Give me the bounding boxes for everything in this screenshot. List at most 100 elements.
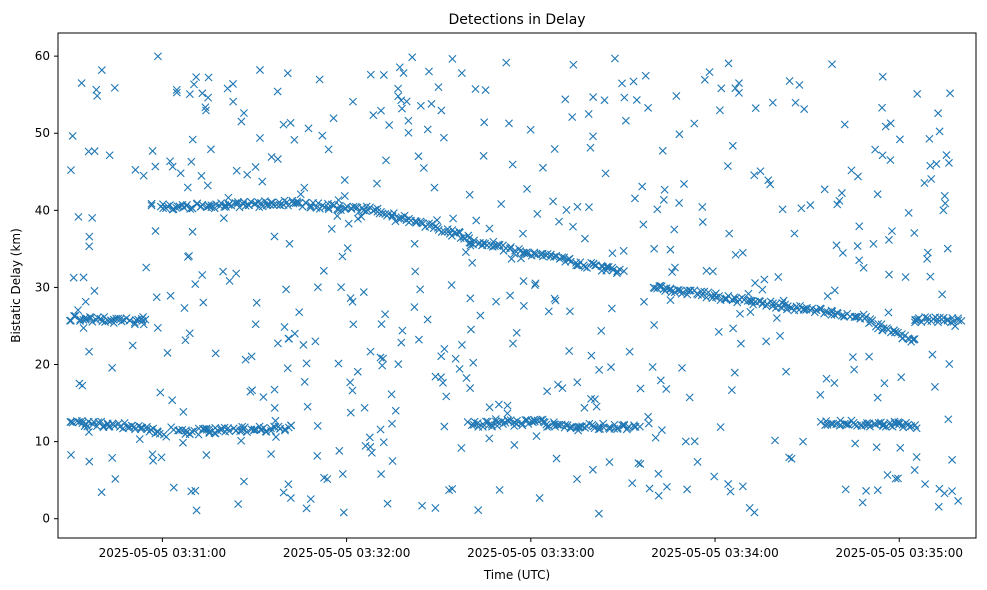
detection-point <box>430 183 439 192</box>
detection-point <box>442 392 451 401</box>
detection-point <box>192 73 201 82</box>
detection-point <box>891 474 900 483</box>
detection-point <box>376 425 385 434</box>
detection-point <box>659 195 668 204</box>
detection-point <box>572 261 581 270</box>
detection-point <box>512 328 521 337</box>
detection-point <box>731 84 740 93</box>
detection-point <box>318 131 327 140</box>
detection-point <box>707 291 716 300</box>
detection-point <box>217 426 226 435</box>
detection-point <box>566 257 575 266</box>
detection-point <box>565 254 574 263</box>
detection-point <box>619 246 628 255</box>
detection-point <box>69 273 78 282</box>
detection-point <box>657 426 666 435</box>
detection-point <box>495 485 504 494</box>
detection-point <box>816 390 825 399</box>
detection-point <box>84 428 93 436</box>
detection-point <box>667 288 676 297</box>
detection-point <box>723 162 732 171</box>
detection-point <box>590 395 599 404</box>
detection-point <box>239 109 248 118</box>
detection-point <box>110 83 119 92</box>
detection-point <box>580 234 589 243</box>
detection-point <box>764 176 773 185</box>
detection-point <box>683 485 692 494</box>
detection-point <box>771 436 780 445</box>
detection-point <box>935 127 944 136</box>
detection-point <box>260 197 269 206</box>
detection-point <box>399 69 408 78</box>
y-tick-label: 40 <box>35 203 50 217</box>
detection-point <box>204 73 213 82</box>
detection-point <box>949 317 958 326</box>
detection-point <box>569 60 578 69</box>
detection-point <box>925 134 934 143</box>
detection-point <box>250 425 259 434</box>
detection-point <box>369 111 378 120</box>
detection-point <box>954 496 963 505</box>
detection-point <box>597 266 606 275</box>
detection-point <box>565 307 574 316</box>
detection-point <box>240 423 249 432</box>
detection-point <box>474 506 483 515</box>
detection-point <box>77 79 86 88</box>
detection-point <box>675 199 684 207</box>
detection-point <box>551 296 560 305</box>
detection-point <box>423 315 432 324</box>
detection-point <box>204 93 213 102</box>
detection-point <box>233 197 242 206</box>
detection-point <box>285 239 294 248</box>
detection-point <box>287 421 296 430</box>
detection-point <box>601 169 610 178</box>
detection-point <box>774 273 783 282</box>
detection-point <box>151 162 160 171</box>
detection-point <box>895 135 904 144</box>
detection-point <box>584 203 593 212</box>
detection-point <box>361 441 370 450</box>
detection-point <box>582 263 591 272</box>
detection-point <box>654 469 663 478</box>
detection-point <box>239 477 248 486</box>
detection-point <box>283 69 292 78</box>
detection-point <box>895 420 904 429</box>
detection-point <box>273 339 282 348</box>
detection-point <box>884 308 893 317</box>
x-tick-label: 2025-05-05 03:32:00 <box>283 546 410 560</box>
detection-point <box>675 130 684 139</box>
detection-point <box>85 232 94 241</box>
detection-point <box>734 79 743 88</box>
detection-point <box>176 169 185 178</box>
detection-point <box>896 443 905 452</box>
detection-point <box>717 84 726 93</box>
detection-point <box>84 147 93 156</box>
detection-point <box>524 249 533 258</box>
detection-point <box>219 214 228 223</box>
detection-point <box>934 502 943 511</box>
detection-point <box>608 249 617 258</box>
detection-point <box>466 241 475 250</box>
detection-point <box>388 457 397 466</box>
detection-point <box>620 93 629 102</box>
detection-point <box>491 417 500 426</box>
detection-point <box>685 393 694 402</box>
detection-point <box>338 470 347 478</box>
detection-point <box>885 270 894 279</box>
detection-point <box>790 229 799 238</box>
detection-point <box>270 232 279 241</box>
detection-point <box>410 239 419 248</box>
detection-point <box>648 362 657 371</box>
detection-point <box>237 436 246 445</box>
detection-point <box>508 339 517 348</box>
detection-point <box>74 212 83 221</box>
detection-point <box>343 244 352 253</box>
detection-point <box>117 317 126 326</box>
detection-point <box>549 418 558 427</box>
detection-point <box>797 204 806 213</box>
detection-point <box>865 352 874 361</box>
detection-point <box>945 359 954 368</box>
detection-point <box>693 457 702 466</box>
detection-point <box>756 167 765 176</box>
detection-point <box>188 135 197 144</box>
